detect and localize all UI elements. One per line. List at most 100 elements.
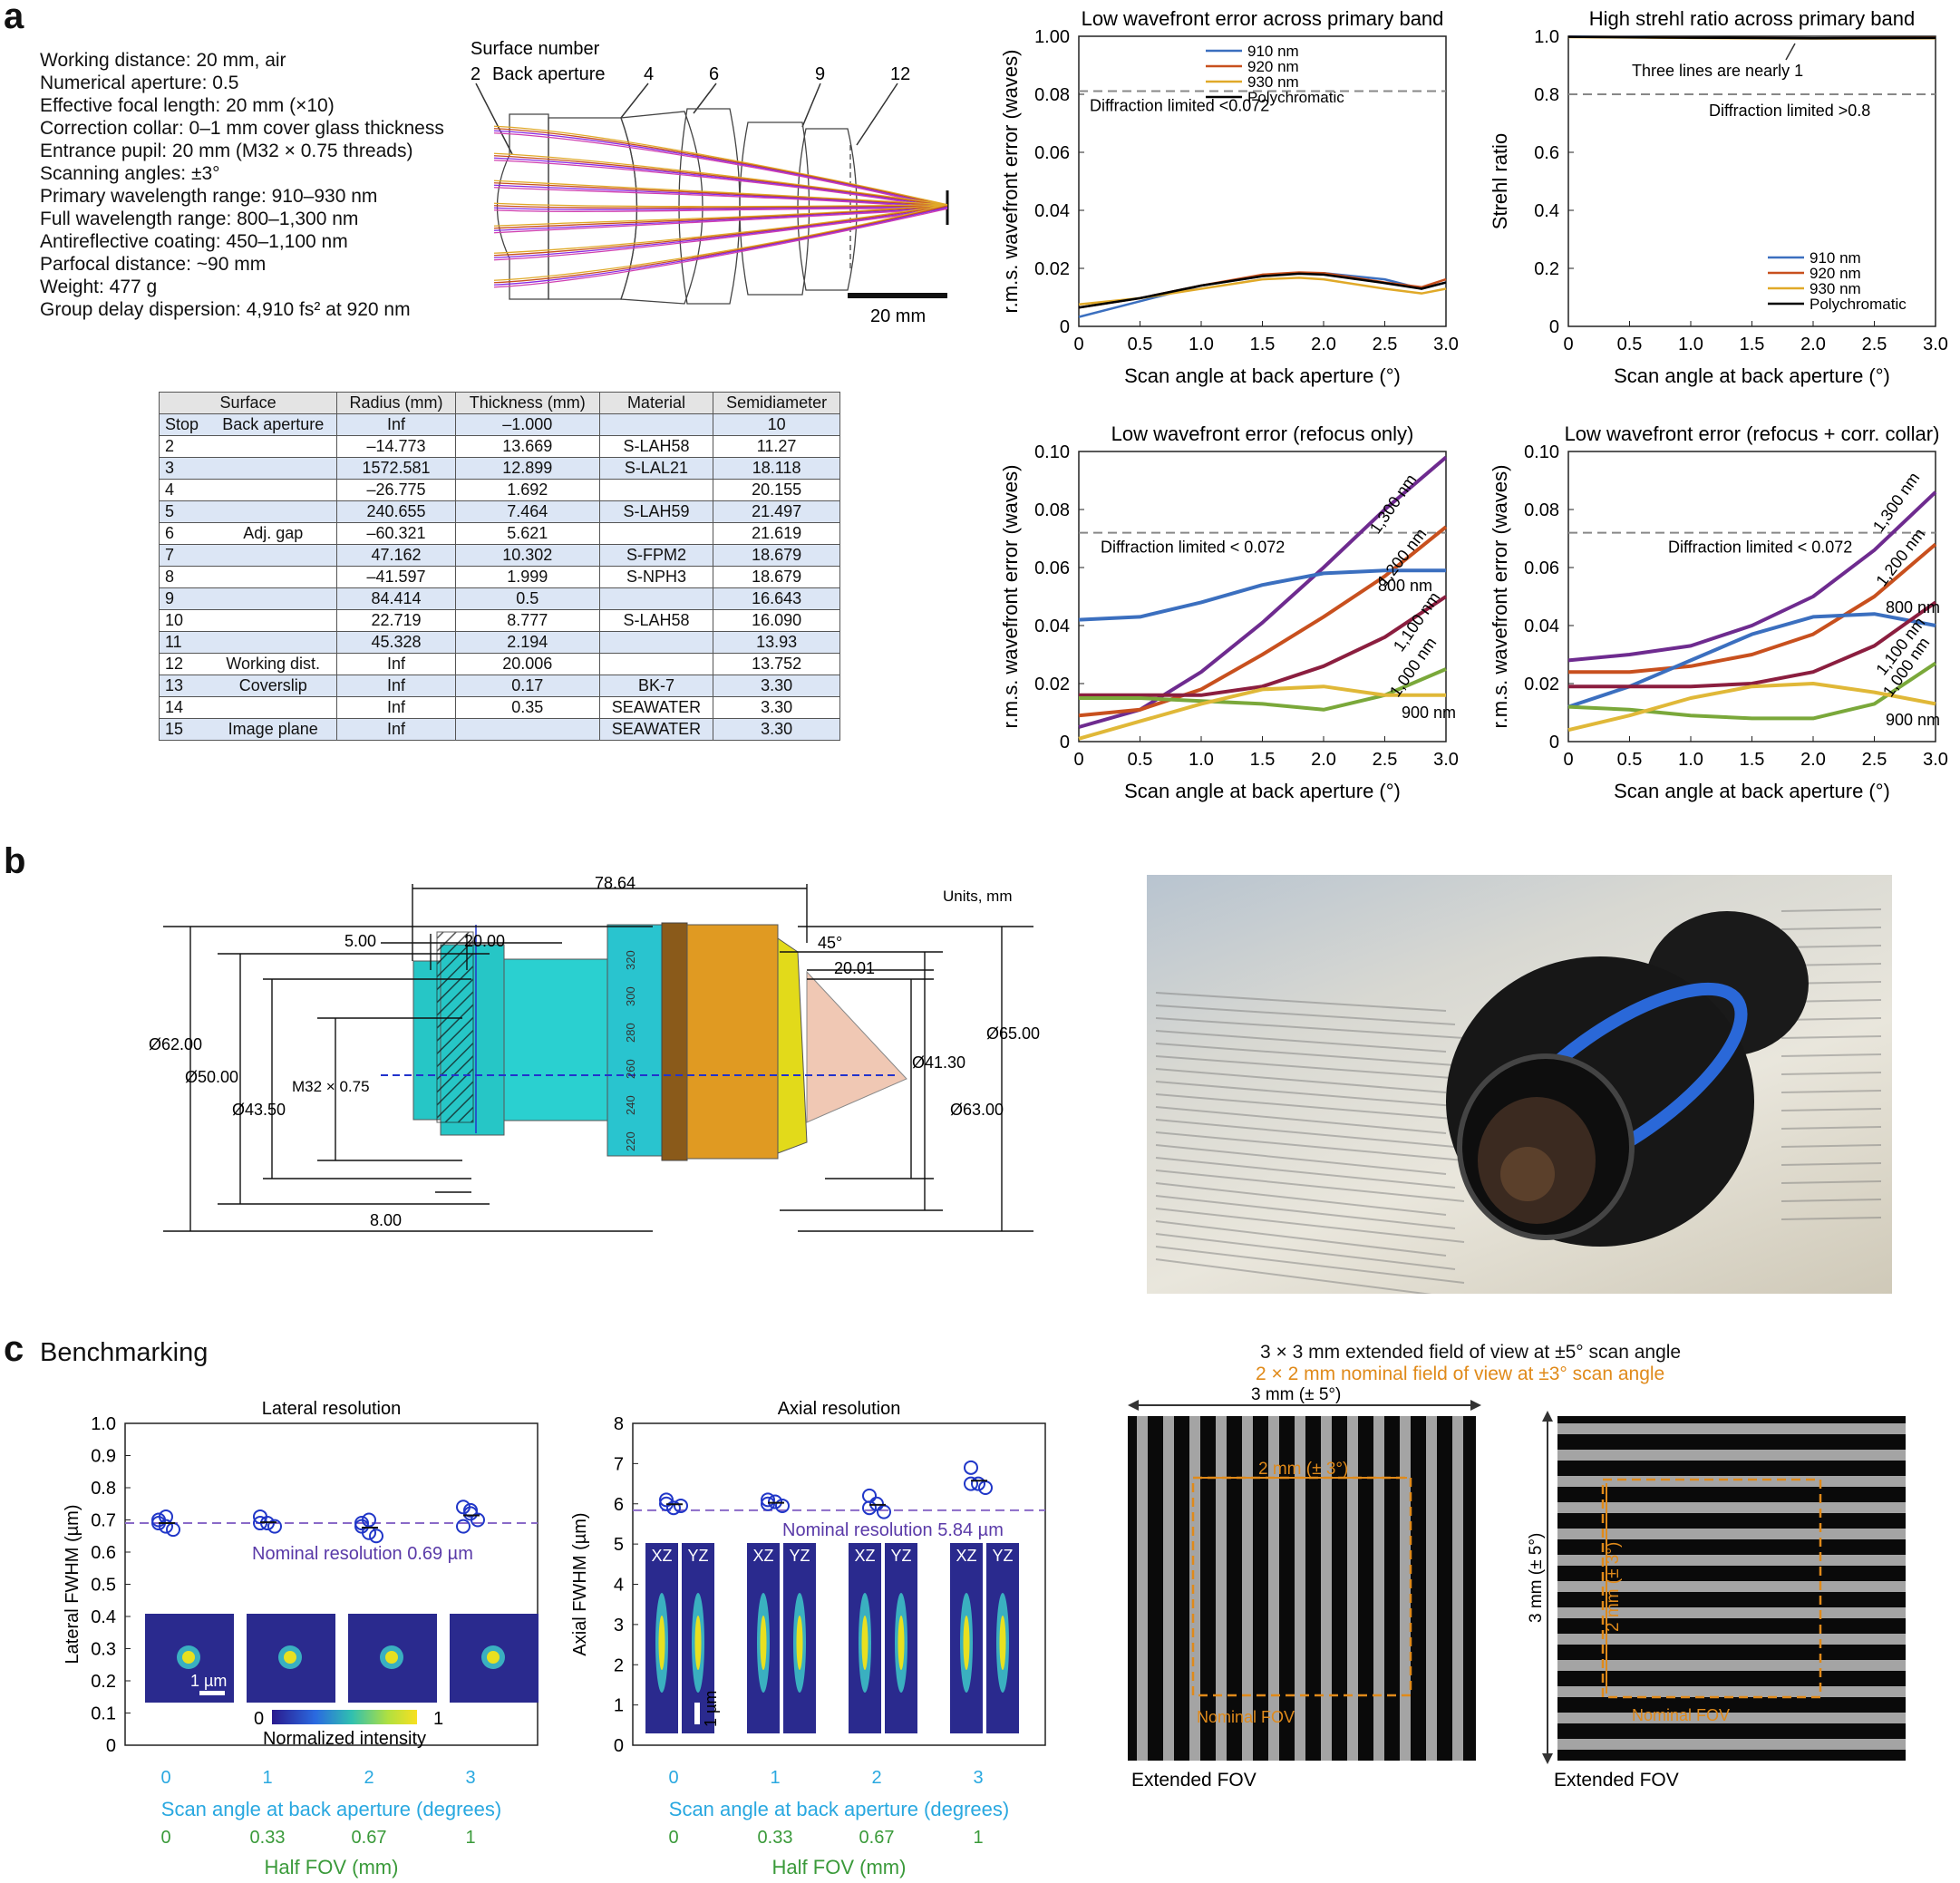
psf-scalebar-label: 1 µm — [190, 1672, 227, 1690]
diffraction-limit-label: Diffraction limited < 0.072 — [1668, 539, 1852, 557]
chart-title: Lateral resolution — [262, 1399, 401, 1419]
y-tick-label: 0 — [106, 1736, 116, 1756]
table-cell: 13.669 — [454, 435, 600, 458]
data-point — [471, 1512, 485, 1528]
table-cell: S-LAH59 — [598, 500, 714, 523]
table-cell: 8 — [159, 566, 210, 588]
data-point — [267, 1519, 282, 1534]
y-tick-label: 1.0 — [1534, 27, 1559, 47]
series-line — [1568, 542, 1937, 675]
y-tick-label: 2 — [614, 1655, 624, 1675]
lens-prescription-table: Surface Radius (mm) Thickness (mm) Mater… — [158, 392, 840, 741]
data-point — [761, 1492, 775, 1508]
table-cell: Adj. gap — [209, 522, 338, 545]
sample-stripe — [1557, 1423, 1906, 1434]
data-point — [978, 1480, 993, 1495]
series-label: 900 nm — [1402, 704, 1456, 722]
x-tick-label: 2.0 — [1800, 335, 1826, 354]
psf-axis-label: XZ — [854, 1547, 875, 1565]
sample-stripe — [1557, 1713, 1906, 1723]
series-line — [1567, 35, 1936, 40]
y-tick-label: 0.2 — [1534, 259, 1559, 279]
table-row: 11 45.328 2.194 13.93 — [159, 631, 840, 654]
x-tick-label: 2.0 — [1800, 750, 1826, 770]
ray-trace — [493, 202, 948, 208]
spec-line: Primary wavelength range: 910–930 nm — [40, 186, 378, 207]
x-tick-label: 0 — [668, 1768, 678, 1788]
table-cell — [209, 609, 338, 632]
data-point — [666, 1500, 681, 1516]
dim-50: Ø50.00 — [185, 1068, 238, 1086]
x-tick-label: 2.0 — [1311, 750, 1336, 770]
y-tick-label: 0.8 — [1534, 85, 1559, 105]
surface-12-label: 12 — [890, 64, 910, 84]
x-tick-label: 1 — [770, 1768, 780, 1788]
nominal-fov-label-right: Nominal FOV — [1632, 1706, 1730, 1724]
x-tick-label: 3 — [973, 1768, 983, 1788]
series-line — [1078, 568, 1446, 622]
dim-45-deg: 45° — [818, 934, 842, 952]
collar-tick-label: 240 — [624, 1095, 637, 1115]
table-cell: 45.328 — [336, 631, 456, 654]
legend-label: 930 nm — [1247, 73, 1299, 91]
diffraction-limit-label: Diffraction limited <0.072 — [1090, 97, 1269, 115]
panel-a-label: a — [4, 0, 24, 36]
ray-trace — [493, 207, 948, 258]
secondary-tick-label: 0.33 — [758, 1828, 793, 1848]
table-cell: 3.30 — [713, 718, 840, 741]
table-cell: 14 — [159, 696, 210, 719]
legend-label: 920 nm — [1247, 58, 1299, 75]
table-header-row: Surface Radius (mm) Thickness (mm) Mater… — [158, 392, 840, 414]
table-cell: 2.194 — [454, 631, 600, 654]
table-cell: 10.302 — [454, 544, 600, 567]
series-line — [1078, 684, 1446, 741]
surface-2-label: 2 — [471, 64, 480, 84]
scale-bar-label: 20 mm — [870, 306, 926, 326]
nominal-fov-label-left: Nominal FOV — [1197, 1708, 1295, 1726]
extended-fov-caption-right: Extended FOV — [1554, 1770, 1679, 1791]
psf-axis-label: XZ — [956, 1547, 976, 1565]
sample-stripe — [1400, 1416, 1411, 1761]
x-axis-label: Scan angle at back aperture (degrees) — [669, 1798, 1009, 1820]
extended-fov-width-label: 3 mm (± 5°) — [1251, 1387, 1341, 1404]
dim-62: Ø62.00 — [149, 1035, 202, 1053]
dim-5-00: 5.00 — [344, 932, 376, 950]
spec-line: Scanning angles: ±3° — [40, 163, 220, 184]
table-cell: S-NPH3 — [598, 566, 714, 588]
table-cell — [598, 479, 714, 501]
x-tick-label: 3.0 — [1433, 335, 1459, 354]
data-point — [362, 1512, 376, 1528]
sample-stripe — [1295, 1416, 1305, 1761]
table-row: 15 Image plane Inf SEAWATER 3.30 — [159, 718, 840, 741]
spec-line: Numerical aperture: 0.5 — [40, 73, 239, 93]
table-cell: 47.162 — [336, 544, 456, 567]
table-row: 4 –26.775 1.692 20.155 — [159, 479, 840, 501]
table-cell — [209, 435, 338, 458]
x-tick-label: 3 — [465, 1768, 475, 1788]
table-row: 3 1572.581 12.899 S-LAL21 18.118 — [159, 457, 840, 480]
table-cell: 22.719 — [336, 609, 456, 632]
sample-stripe — [1321, 1416, 1332, 1761]
table-cell: 11.27 — [713, 435, 840, 458]
panel-c-label: c — [4, 1329, 24, 1369]
collar-tick-label: 300 — [624, 986, 637, 1006]
table-cell: 12 — [159, 653, 210, 675]
x-axis-label: Scan angle at back aperture (°) — [1614, 364, 1890, 387]
nominal-label: Nominal resolution 0.69 µm — [252, 1544, 473, 1564]
ray-trace — [493, 205, 948, 229]
ray-trace — [493, 207, 948, 231]
sample-stripe — [1216, 1416, 1227, 1761]
x-tick-label: 1.5 — [1250, 335, 1276, 354]
table-cell: Inf — [336, 696, 456, 719]
collar-tick-label: 280 — [624, 1023, 637, 1043]
table-row: Stop Back aperture Inf –1.000 10 — [159, 413, 840, 436]
table-cell: –14.773 — [336, 435, 456, 458]
y-tick-label: 0.8 — [91, 1479, 116, 1499]
y-tick-label: 6 — [614, 1495, 624, 1515]
table-cell — [454, 718, 600, 741]
table-cell: Coverslip — [209, 675, 338, 697]
y-tick-label: 0.02 — [1524, 675, 1559, 694]
diffraction-limit-label: Diffraction limited >0.8 — [1709, 102, 1870, 120]
ray-trace — [493, 204, 948, 281]
y-axis-label: r.m.s. wavefront error (waves) — [1489, 465, 1511, 729]
